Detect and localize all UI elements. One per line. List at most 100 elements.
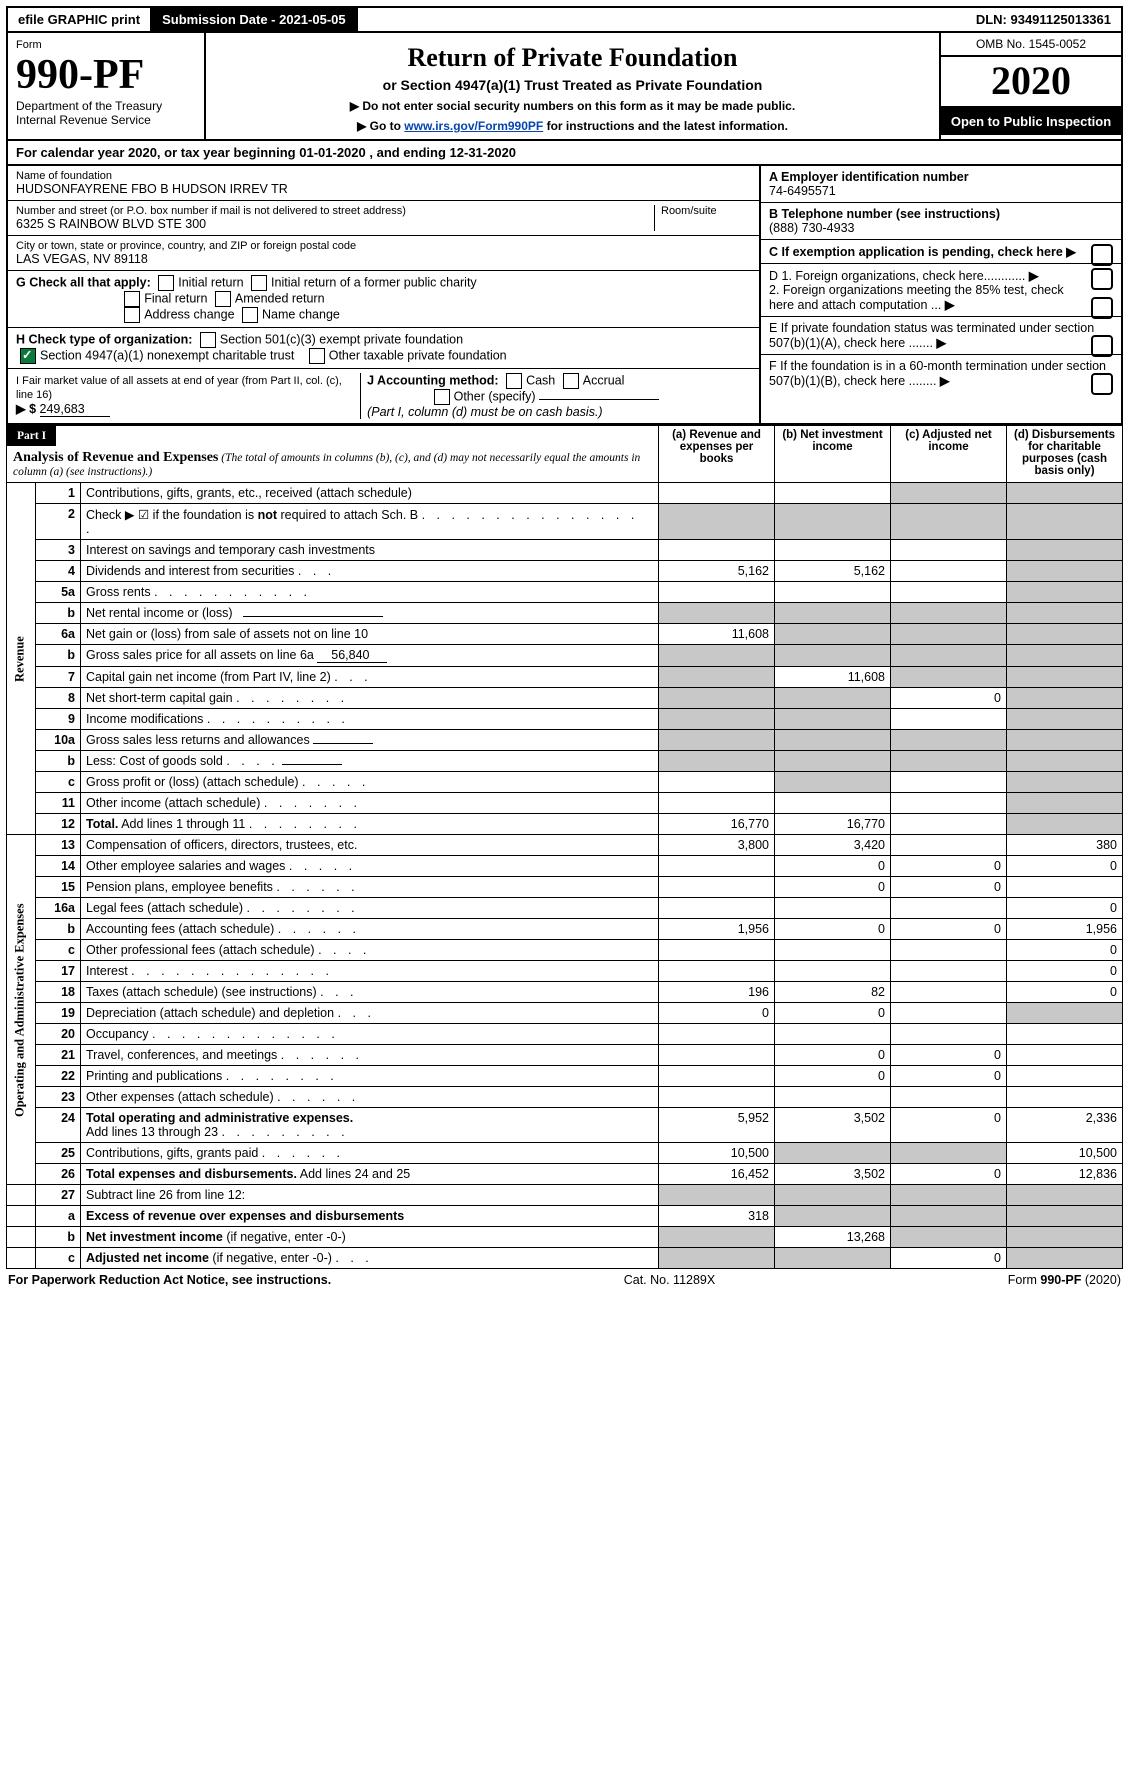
cell-value: 13,268 <box>775 1227 891 1248</box>
col-a: (a) Revenue and expenses per books <box>659 426 775 483</box>
cell-value: 3,420 <box>775 835 891 856</box>
cell-value <box>1007 709 1123 730</box>
cell-value <box>775 1087 891 1108</box>
table-row: 21Travel, conferences, and meetings . . … <box>7 1045 1123 1066</box>
cell-value: 16,770 <box>659 814 775 835</box>
check-c[interactable] <box>1091 244 1113 266</box>
check-4947a1[interactable] <box>20 348 36 364</box>
form-header: Form 990-PF Department of the Treasury I… <box>6 33 1123 141</box>
cell-value: 0 <box>1007 898 1123 919</box>
header-center: Return of Private Foundation or Section … <box>206 33 941 139</box>
line-number: 1 <box>36 483 81 504</box>
cell-value <box>891 1087 1007 1108</box>
check-d1[interactable] <box>1091 268 1113 290</box>
cell-value: 11,608 <box>775 667 891 688</box>
table-row: 7Capital gain net income (from Part IV, … <box>7 667 1123 688</box>
line-description: Gross sales less returns and allowances <box>81 730 659 751</box>
check-final[interactable] <box>124 291 140 307</box>
line-number: 20 <box>36 1024 81 1045</box>
table-row: cOther professional fees (attach schedul… <box>7 940 1123 961</box>
submission-date: Submission Date - 2021-05-05 <box>152 8 358 31</box>
dept: Department of the Treasury <box>16 99 196 113</box>
line-description: Gross profit or (loss) (attach schedule)… <box>81 772 659 793</box>
cell-value <box>775 1248 891 1269</box>
line-description: Printing and publications . . . . . . . … <box>81 1066 659 1087</box>
cell-value: 0 <box>891 1045 1007 1066</box>
cell-value: 318 <box>659 1206 775 1227</box>
cell-value <box>659 940 775 961</box>
cell-value: 16,770 <box>775 814 891 835</box>
cell-value <box>775 688 891 709</box>
line-number: b <box>36 1227 81 1248</box>
cell-value: 0 <box>775 1003 891 1024</box>
e-box: E If private foundation status was termi… <box>761 317 1121 355</box>
table-row: 20Occupancy . . . . . . . . . . . . . <box>7 1024 1123 1045</box>
cell-value: 0 <box>775 1045 891 1066</box>
cell-value <box>1007 667 1123 688</box>
note1: ▶ Do not enter social security numbers o… <box>214 99 931 113</box>
check-amended[interactable] <box>215 291 231 307</box>
note2: ▶ Go to www.irs.gov/Form990PF for instru… <box>214 119 931 133</box>
cell-value <box>891 582 1007 603</box>
table-row: 27Subtract line 26 from line 12: <box>7 1185 1123 1206</box>
cell-value <box>659 1045 775 1066</box>
form-number: 990-PF <box>16 51 196 99</box>
line-number: 22 <box>36 1066 81 1087</box>
check-other-method[interactable] <box>434 389 450 405</box>
cell-value <box>659 504 775 540</box>
line-description: Subtract line 26 from line 12: <box>81 1185 659 1206</box>
line-number: 2 <box>36 504 81 540</box>
line-number: b <box>36 645 81 667</box>
table-row: Operating and Administrative Expenses13C… <box>7 835 1123 856</box>
cell-value <box>775 940 891 961</box>
check-accrual[interactable] <box>563 373 579 389</box>
part1-label: Part I <box>7 426 56 446</box>
cell-value: 0 <box>1007 961 1123 982</box>
check-initial[interactable] <box>158 275 174 291</box>
cell-value: 10,500 <box>1007 1143 1123 1164</box>
check-501c3[interactable] <box>200 332 216 348</box>
table-row: 17Interest . . . . . . . . . . . . . .0 <box>7 961 1123 982</box>
check-e[interactable] <box>1091 335 1113 357</box>
form-link[interactable]: www.irs.gov/Form990PF <box>404 119 543 133</box>
id-grid: Name of foundation HUDSONFAYRENE FBO B H… <box>6 166 1123 425</box>
check-f[interactable] <box>1091 373 1113 395</box>
check-cash[interactable] <box>506 373 522 389</box>
check-d2[interactable] <box>1091 297 1113 319</box>
table-row: bNet rental income or (loss) <box>7 603 1123 624</box>
col-c: (c) Adjusted net income <box>891 426 1007 483</box>
cell-value <box>775 603 891 624</box>
line-description: Taxes (attach schedule) (see instruction… <box>81 982 659 1003</box>
cell-value <box>891 483 1007 504</box>
line-description: Net rental income or (loss) <box>81 603 659 624</box>
line-number: 8 <box>36 688 81 709</box>
cell-value <box>775 751 891 772</box>
line-description: Other expenses (attach schedule) . . . .… <box>81 1087 659 1108</box>
check-name-change[interactable] <box>242 307 258 323</box>
cell-value <box>1007 645 1123 667</box>
table-row: 10aGross sales less returns and allowanc… <box>7 730 1123 751</box>
cell-value <box>1007 772 1123 793</box>
table-row: 26Total expenses and disbursements. Add … <box>7 1164 1123 1185</box>
cell-value <box>1007 483 1123 504</box>
table-row: aExcess of revenue over expenses and dis… <box>7 1206 1123 1227</box>
check-initial-former[interactable] <box>251 275 267 291</box>
line-number: c <box>36 1248 81 1269</box>
line-description: Other professional fees (attach schedule… <box>81 940 659 961</box>
cell-value <box>659 645 775 667</box>
line-number: 25 <box>36 1143 81 1164</box>
cell-value <box>891 504 1007 540</box>
line-number: 12 <box>36 814 81 835</box>
line-number: 7 <box>36 667 81 688</box>
check-other-taxable[interactable] <box>309 348 325 364</box>
city-box: City or town, state or province, country… <box>8 236 759 271</box>
cell-value <box>775 645 891 667</box>
line-description: Interest . . . . . . . . . . . . . . <box>81 961 659 982</box>
cell-value <box>891 561 1007 582</box>
line-description: Contributions, gifts, grants paid . . . … <box>81 1143 659 1164</box>
line-description: Travel, conferences, and meetings . . . … <box>81 1045 659 1066</box>
cell-value <box>659 1185 775 1206</box>
line-number: 11 <box>36 793 81 814</box>
cell-value <box>891 898 1007 919</box>
check-addr-change[interactable] <box>124 307 140 323</box>
